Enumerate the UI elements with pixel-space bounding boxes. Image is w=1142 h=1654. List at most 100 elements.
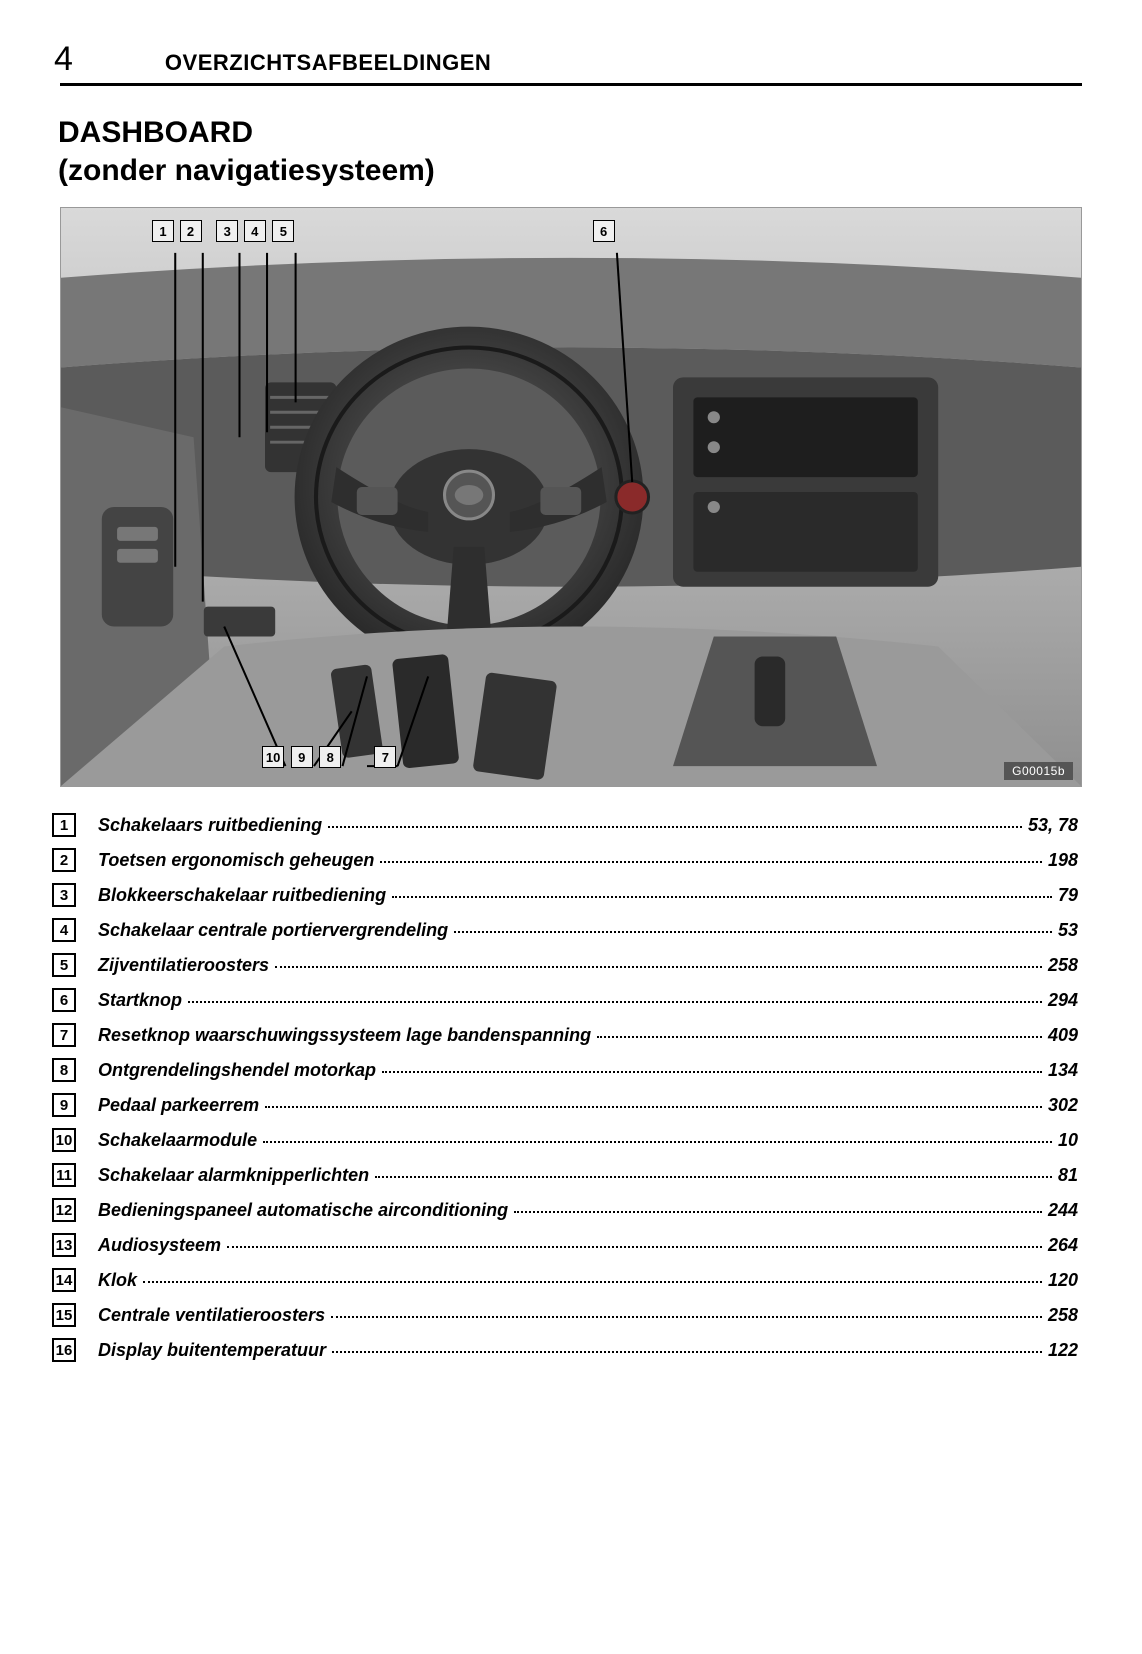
- legend-row: 11 Schakelaar alarmknipperlichten 81: [52, 1163, 1082, 1187]
- legend-label: Startknop: [98, 990, 182, 1011]
- legend-page-ref: 264: [1048, 1235, 1082, 1256]
- figure-callout: 2: [180, 220, 202, 242]
- legend-leader-dots: [514, 1211, 1042, 1213]
- legend-number-box: 6: [52, 988, 76, 1012]
- legend-leader-dots: [188, 1001, 1042, 1003]
- main-heading: DASHBOARD (zonder navigatiesysteem): [58, 114, 1082, 189]
- legend-leader-dots: [332, 1351, 1042, 1353]
- figure-callout: 4: [244, 220, 266, 242]
- figure-callout: 8: [319, 746, 341, 768]
- legend-number-box: 2: [52, 848, 76, 872]
- legend-label: Pedaal parkeerrem: [98, 1095, 259, 1116]
- figure-callout: 7: [374, 746, 396, 768]
- legend-number-box: 16: [52, 1338, 76, 1362]
- legend-leader-dots: [143, 1281, 1042, 1283]
- legend-label: Resetknop waarschuwingssysteem lage band…: [98, 1025, 591, 1046]
- legend-number-box: 9: [52, 1093, 76, 1117]
- legend-row: 6 Startknop 294: [52, 988, 1082, 1012]
- legend-page-ref: 258: [1048, 1305, 1082, 1326]
- legend-page-ref: 81: [1058, 1165, 1082, 1186]
- page-header: 4 OVERZICHTSAFBEELDINGEN: [60, 40, 1082, 86]
- legend-page-ref: 10: [1058, 1130, 1082, 1151]
- legend-row: 4 Schakelaar centrale portiervergrendelin…: [52, 918, 1082, 942]
- legend-leader-dots: [275, 966, 1042, 968]
- legend-label: Klok: [98, 1270, 137, 1291]
- legend-number-box: 8: [52, 1058, 76, 1082]
- legend-page-ref: 79: [1058, 885, 1082, 906]
- image-code-badge: G00015b: [1004, 762, 1073, 780]
- legend-row: 12 Bedieningspaneel automatische aircondi…: [52, 1198, 1082, 1222]
- legend-number-box: 14: [52, 1268, 76, 1292]
- figure-callout: 9: [291, 746, 313, 768]
- legend-row: 5 Zijventilatieroosters 258: [52, 953, 1082, 977]
- legend-page-ref: 122: [1048, 1340, 1082, 1361]
- legend-page-ref: 53: [1058, 920, 1082, 941]
- legend-row: 15 Centrale ventilatieroosters 258: [52, 1303, 1082, 1327]
- legend-number-box: 15: [52, 1303, 76, 1327]
- legend-leader-dots: [382, 1071, 1042, 1073]
- legend-leader-dots: [392, 896, 1052, 898]
- legend-page-ref: 258: [1048, 955, 1082, 976]
- legend-number-box: 13: [52, 1233, 76, 1257]
- legend-page-ref: 134: [1048, 1060, 1082, 1081]
- legend-leader-dots: [380, 861, 1042, 863]
- legend-label: Centrale ventilatieroosters: [98, 1305, 325, 1326]
- legend-page-ref: 198: [1048, 850, 1082, 871]
- legend-page-ref: 244: [1048, 1200, 1082, 1221]
- legend-label: Schakelaarmodule: [98, 1130, 257, 1151]
- legend-label: Schakelaar centrale portiervergrendeling: [98, 920, 448, 941]
- legend-page-ref: 409: [1048, 1025, 1082, 1046]
- legend-leader-dots: [265, 1106, 1042, 1108]
- legend-page-ref: 120: [1048, 1270, 1082, 1291]
- legend-row: 8 Ontgrendelingshendel motorkap 134: [52, 1058, 1082, 1082]
- legend-leader-dots: [454, 931, 1052, 933]
- legend-page-ref: 53, 78: [1028, 815, 1082, 836]
- legend-leader-dots: [227, 1246, 1042, 1248]
- legend-row: 3 Blokkeerschakelaar ruitbediening 79: [52, 883, 1082, 907]
- legend-label: Zijventilatieroosters: [98, 955, 269, 976]
- legend-row: 14 Klok 120: [52, 1268, 1082, 1292]
- legend-row: 9 Pedaal parkeerrem 302: [52, 1093, 1082, 1117]
- legend-number-box: 5: [52, 953, 76, 977]
- legend-number-box: 4: [52, 918, 76, 942]
- heading-line-1: DASHBOARD: [58, 116, 253, 149]
- legend-number-box: 11: [52, 1163, 76, 1187]
- legend-label: Display buitentemperatuur: [98, 1340, 326, 1361]
- figure-callout: 10: [262, 746, 284, 768]
- legend-row: 16 Display buitentemperatuur 122: [52, 1338, 1082, 1362]
- legend-row: 13 Audiosysteem 264: [52, 1233, 1082, 1257]
- legend-label: Bedieningspaneel automatische airconditi…: [98, 1200, 508, 1221]
- legend-row: 2 Toetsen ergonomisch geheugen 198: [52, 848, 1082, 872]
- legend-number-box: 12: [52, 1198, 76, 1222]
- legend-label: Ontgrendelingshendel motorkap: [98, 1060, 376, 1081]
- section-title: OVERZICHTSAFBEELDINGEN: [165, 50, 491, 76]
- figure-callout: 5: [272, 220, 294, 242]
- legend-leader-dots: [331, 1316, 1042, 1318]
- legend-label: Schakelaars ruitbediening: [98, 815, 322, 836]
- legend-label: Audiosysteem: [98, 1235, 221, 1256]
- page-number: 4: [54, 40, 73, 79]
- legend-label: Schakelaar alarmknipperlichten: [98, 1165, 369, 1186]
- legend-row: 7 Resetknop waarschuwingssysteem lage ban…: [52, 1023, 1082, 1047]
- legend-row: 10 Schakelaarmodule 10: [52, 1128, 1082, 1152]
- legend-page-ref: 302: [1048, 1095, 1082, 1116]
- legend-leader-dots: [597, 1036, 1042, 1038]
- dashboard-illustration: [61, 208, 1081, 786]
- legend-number-box: 7: [52, 1023, 76, 1047]
- legend-leader-dots: [328, 826, 1022, 828]
- legend-label: Blokkeerschakelaar ruitbediening: [98, 885, 386, 906]
- legend-leader-dots: [263, 1141, 1052, 1143]
- legend-number-box: 3: [52, 883, 76, 907]
- figure-callout: 6: [593, 220, 615, 242]
- legend-label: Toetsen ergonomisch geheugen: [98, 850, 374, 871]
- dashboard-figure: 12345 6 10 98 7 G00015b: [60, 207, 1082, 787]
- legend-row: 1 Schakelaars ruitbediening 53, 78: [52, 813, 1082, 837]
- heading-line-2: (zonder navigatiesysteem): [58, 154, 435, 187]
- figure-callout: 3: [216, 220, 238, 242]
- legend-page-ref: 294: [1048, 990, 1082, 1011]
- figure-callout: 1: [152, 220, 174, 242]
- legend-number-box: 10: [52, 1128, 76, 1152]
- legend-list: 1 Schakelaars ruitbediening 53, 78 2 Toetsen…: [52, 813, 1082, 1362]
- legend-leader-dots: [375, 1176, 1052, 1178]
- legend-number-box: 1: [52, 813, 76, 837]
